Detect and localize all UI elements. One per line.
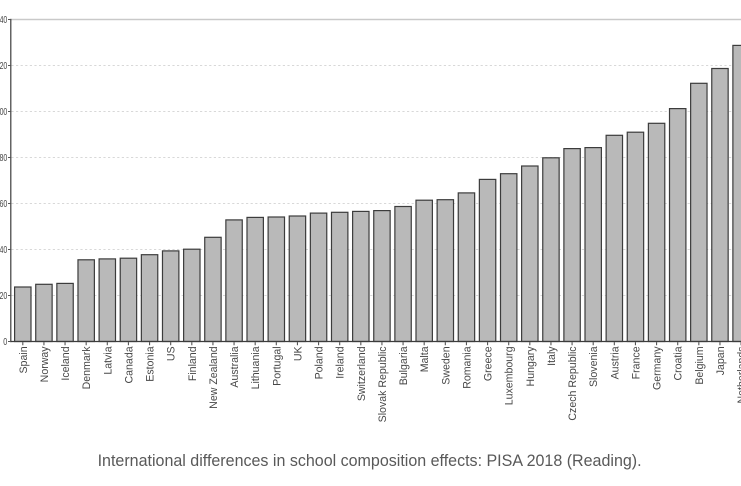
- svg-text:Portugal: Portugal: [271, 346, 283, 385]
- svg-text:100: 100: [0, 107, 8, 118]
- svg-text:0: 0: [3, 337, 7, 348]
- svg-text:Poland: Poland: [314, 346, 326, 379]
- svg-text:International differences in s: International differences in school comp…: [98, 452, 642, 470]
- svg-text:Japan: Japan: [715, 346, 727, 375]
- svg-text:20: 20: [0, 291, 8, 302]
- svg-text:Lithuania: Lithuania: [250, 346, 262, 389]
- svg-text:US: US: [166, 346, 178, 361]
- svg-text:Romania: Romania: [461, 346, 473, 389]
- svg-text:140: 140: [0, 15, 8, 26]
- svg-text:Germany: Germany: [652, 346, 664, 390]
- svg-text:UK: UK: [292, 346, 304, 361]
- svg-text:Australia: Australia: [229, 346, 241, 387]
- svg-text:Bulgaria: Bulgaria: [398, 346, 410, 385]
- svg-text:Spain: Spain: [18, 346, 30, 373]
- svg-text:40: 40: [0, 245, 8, 256]
- svg-text:New Zealand: New Zealand: [208, 346, 220, 409]
- svg-text:France: France: [630, 346, 642, 379]
- svg-text:Belgium: Belgium: [694, 346, 706, 384]
- svg-text:120: 120: [0, 61, 8, 72]
- svg-text:80: 80: [0, 153, 8, 164]
- svg-text:Austria: Austria: [609, 346, 621, 379]
- svg-text:Finland: Finland: [187, 346, 199, 381]
- svg-text:Iceland: Iceland: [60, 346, 72, 380]
- svg-text:Netherlands: Netherlands: [736, 346, 741, 403]
- svg-text:Croatia: Croatia: [673, 346, 685, 380]
- svg-text:Slovenia: Slovenia: [588, 346, 600, 387]
- svg-text:Denmark: Denmark: [81, 346, 93, 390]
- svg-text:Slovak Republic: Slovak Republic: [377, 346, 389, 423]
- svg-text:Latvia: Latvia: [102, 346, 114, 374]
- svg-text:Italy: Italy: [546, 346, 558, 366]
- svg-text:60: 60: [0, 199, 8, 210]
- svg-text:Sweden: Sweden: [440, 346, 452, 384]
- svg-text:Norway: Norway: [39, 346, 51, 383]
- svg-text:Greece: Greece: [483, 346, 495, 381]
- svg-text:Czech Republic: Czech Republic: [567, 346, 579, 421]
- svg-text:Luxembourg: Luxembourg: [504, 346, 516, 405]
- svg-text:Estonia: Estonia: [145, 346, 157, 381]
- svg-text:Canada: Canada: [123, 346, 135, 383]
- svg-text:Malta: Malta: [419, 346, 431, 372]
- svg-text:Hungary: Hungary: [525, 346, 537, 387]
- svg-text:Switzerland: Switzerland: [356, 346, 368, 401]
- svg-text:Ireland: Ireland: [335, 346, 347, 378]
